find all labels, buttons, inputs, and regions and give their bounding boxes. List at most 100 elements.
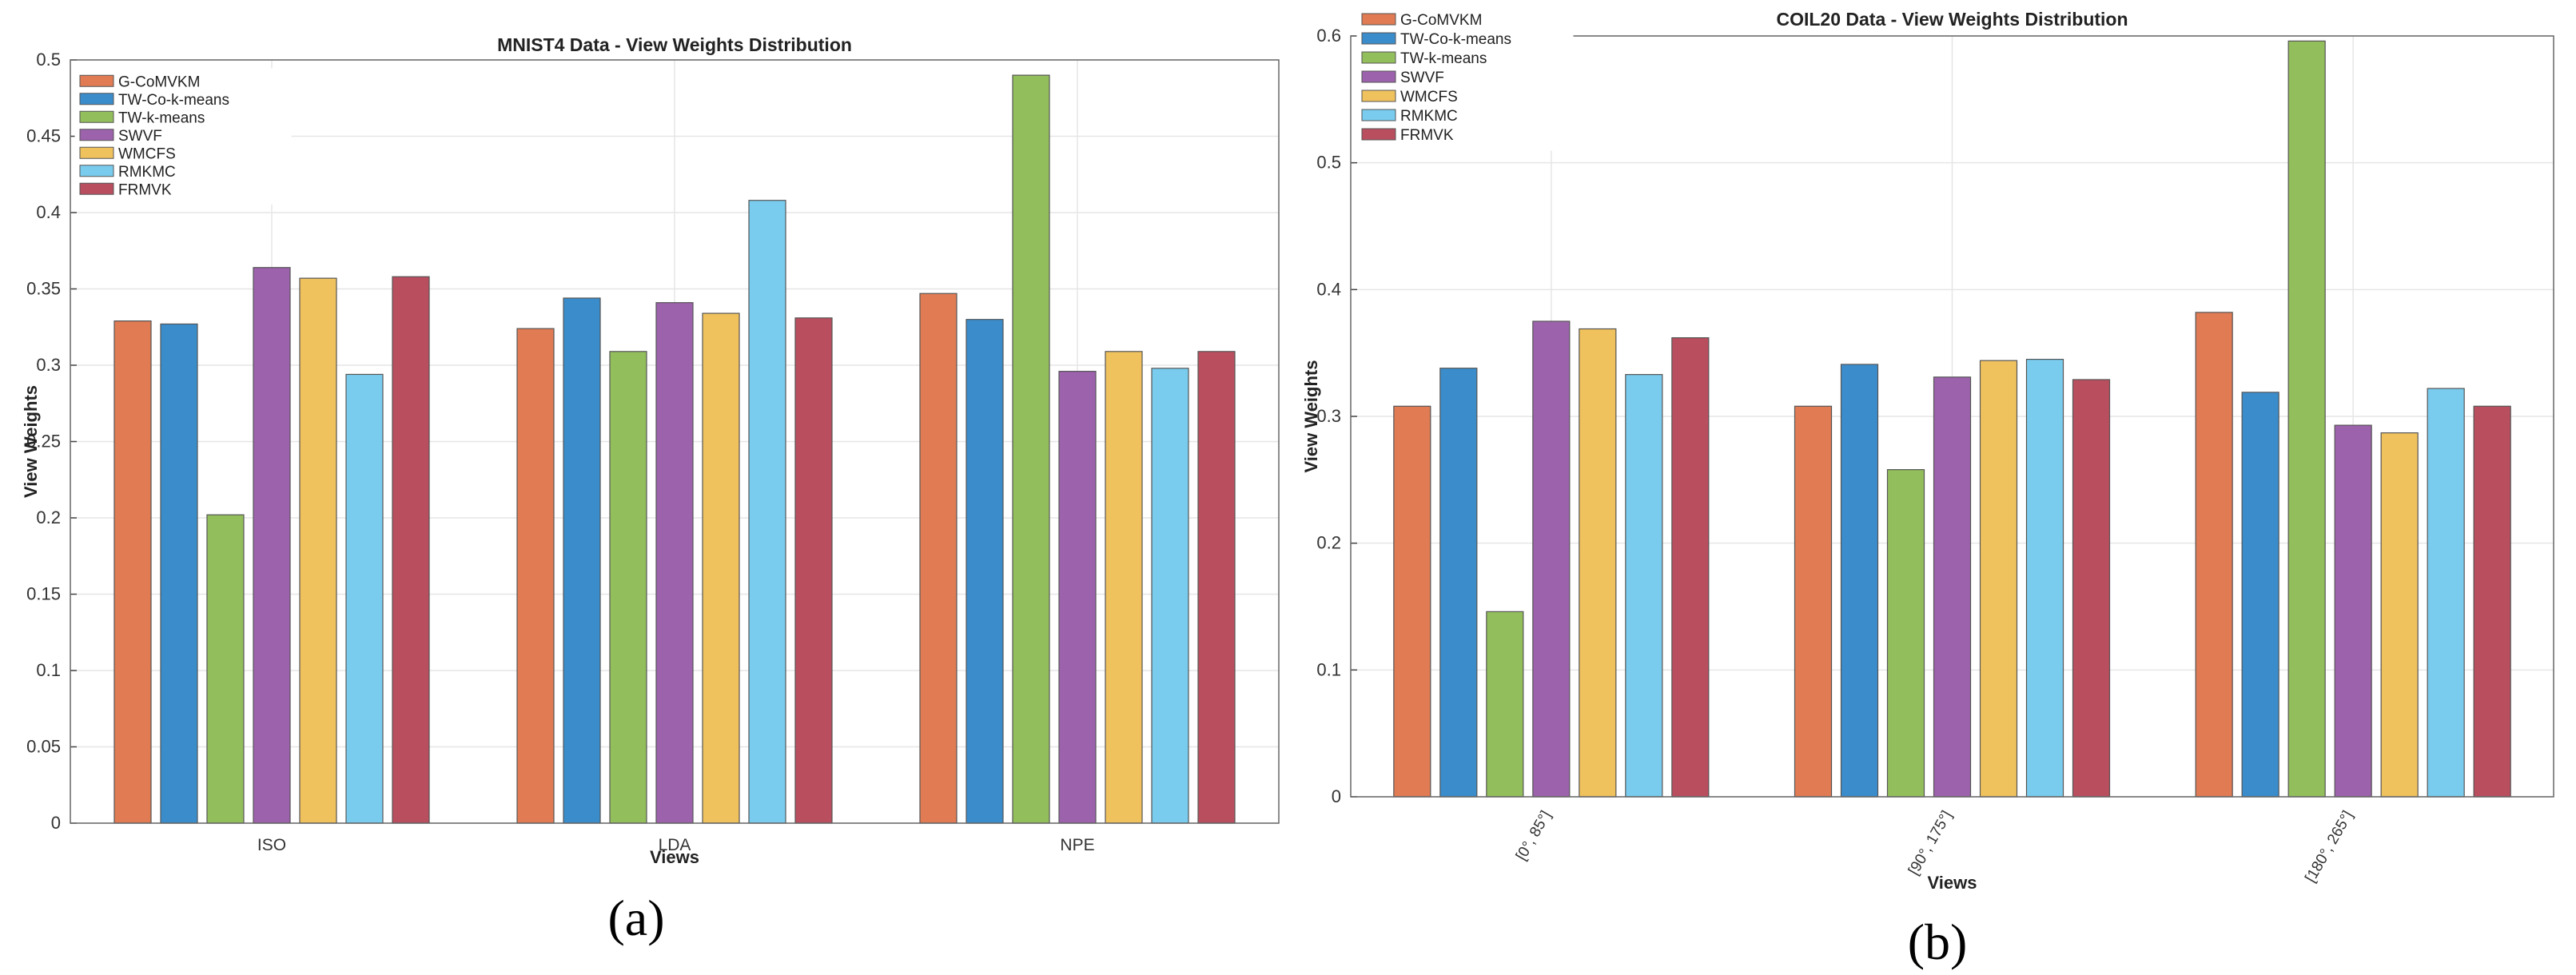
y-tick-label: 0.2 [1316, 533, 1341, 553]
legend-entry: SWVF [1400, 70, 1444, 86]
bar-tw-co-k-means [1840, 364, 1879, 798]
x-tick-label: [90°, 175°] [1905, 808, 1956, 878]
panel-label-b: (b) [1908, 913, 1968, 970]
bar-rmkmc [2025, 359, 2064, 798]
bar-swvf [1933, 376, 1972, 798]
legend-entry: FRMVK [118, 181, 172, 198]
y-tick-label: 0.05 [26, 737, 61, 757]
bar-tw-co-k-means [160, 323, 198, 824]
y-tick-label: 0.4 [36, 202, 61, 222]
legend-entry: TW-Co-k-means [1400, 31, 1511, 48]
chart-title: COIL20 Data - View Weights Distribution [1776, 9, 2128, 30]
bar-tw-k-means [1886, 469, 1925, 798]
bar-frmvk [1197, 351, 1236, 824]
bar-wmcfs [1979, 360, 2018, 798]
legend-swatch-wmcfs [79, 146, 114, 159]
bar-g-comvkm [2195, 312, 2233, 798]
bar-g-comvkm [919, 292, 958, 824]
bar-rmkmc [1151, 368, 1189, 824]
bar-frmvk [794, 317, 833, 824]
y-tick-label: 0.4 [1316, 279, 1341, 299]
x-tick-label: [0°, 85°] [1513, 808, 1555, 863]
bar-rmkmc [748, 200, 786, 824]
bar-tw-k-means [1486, 611, 1524, 798]
bar-rmkmc [2427, 388, 2465, 798]
bar-rmkmc [1625, 374, 1663, 798]
bar-tw-co-k-means [966, 319, 1004, 824]
legend-swatch-swvf [1361, 70, 1396, 83]
y-tick-label: 0.45 [26, 126, 61, 146]
y-tick-label: 0.35 [26, 279, 61, 299]
legend-swatch-tw-k-means [79, 110, 114, 123]
y-tick-label: 0.5 [36, 50, 61, 70]
legend-entry: RMKMC [1400, 108, 1458, 125]
y-tick-label: 0.1 [1316, 659, 1341, 679]
legend-entry: TW-Co-k-means [118, 92, 229, 109]
x-axis-label: Views [1928, 873, 1977, 893]
legend-entry: RMKMC [118, 164, 176, 181]
bar-swvf [655, 302, 694, 824]
legend-swatch-frmvk [1361, 128, 1396, 141]
plot-frame [1350, 35, 2554, 798]
bar-swvf [1058, 371, 1097, 824]
y-axis-label: View Weights [21, 385, 41, 498]
bar-g-comvkm [1794, 405, 1833, 798]
y-tick-label: 0.3 [36, 355, 61, 375]
bar-tw-co-k-means [563, 297, 601, 824]
y-tick-label: 0 [51, 813, 61, 833]
x-tick-label: [180°, 265°] [2302, 808, 2356, 885]
y-tick-label: 0.6 [1316, 26, 1341, 46]
legend-swatch-frmvk [79, 182, 114, 195]
bar-wmcfs [299, 277, 337, 824]
bar-tw-co-k-means [1439, 368, 1478, 798]
legend-entry: TW-k-means [118, 109, 205, 126]
legend-swatch-tw-co-k-means [79, 93, 114, 105]
bar-g-comvkm [516, 328, 555, 824]
panel-label-a: (a) [607, 889, 664, 946]
x-axis-label: Views [650, 847, 699, 867]
bar-tw-co-k-means [2241, 392, 2279, 798]
y-tick-label: 0.25 [26, 432, 61, 452]
bar-wmcfs [1105, 351, 1143, 824]
bar-swvf [253, 267, 291, 824]
bar-rmkmc [345, 373, 384, 824]
y-tick-label: 0.3 [1316, 406, 1341, 426]
legend-entry: WMCFS [118, 145, 176, 162]
x-tick-label: ISO [257, 836, 286, 854]
bar-frmvk [392, 276, 430, 824]
legend-entry: WMCFS [1400, 89, 1458, 105]
legend-entry: SWVF [118, 128, 162, 145]
legend-swatch-swvf [79, 129, 114, 141]
bar-g-comvkm [1393, 405, 1431, 798]
chart-title: MNIST4 Data - View Weights Distribution [497, 34, 852, 55]
bar-tw-k-means [609, 351, 647, 824]
y-tick-label: 0 [1332, 786, 1341, 806]
legend-swatch-g-comvkm [79, 74, 114, 87]
bar-frmvk [2072, 379, 2111, 798]
bar-swvf [1532, 320, 1571, 798]
legend-entry: G-CoMVKM [118, 74, 200, 90]
legend-entry: G-CoMVKM [1400, 12, 1482, 29]
bar-g-comvkm [113, 320, 152, 824]
bar-wmcfs [2380, 432, 2419, 798]
legend-swatch-g-comvkm [1361, 13, 1396, 26]
bar-wmcfs [1579, 328, 1617, 798]
y-axis-label: View Weights [1301, 360, 1321, 472]
legend-swatch-tw-k-means [1361, 51, 1396, 64]
legend-swatch-tw-co-k-means [1361, 32, 1396, 45]
x-tick-label: LDA [659, 836, 691, 854]
legend-entry: TW-k-means [1400, 50, 1487, 67]
bar-tw-k-means [206, 514, 245, 824]
x-tick-label: NPE [1060, 836, 1094, 854]
y-tick-label: 0.2 [36, 507, 61, 527]
plot-frame [70, 59, 1280, 824]
y-tick-label: 0.15 [26, 584, 61, 604]
chart-mnist4: 0 0.05 0.1 0.15 0.2 0.25 0.3 0.35 0.4 0.45 0.5 ISO L… [21, 34, 1280, 867]
bar-wmcfs [702, 312, 740, 824]
legend-swatch-rmkmc [1361, 109, 1396, 121]
y-tick-label: 0.5 [1316, 153, 1341, 173]
chart-coil20: 0 0.1 0.2 0.3 0.4 0.5 0.6 [0°, 85°] [90°, 175°] [… [1301, 6, 2554, 893]
y-tick-label: 0.1 [36, 660, 61, 680]
